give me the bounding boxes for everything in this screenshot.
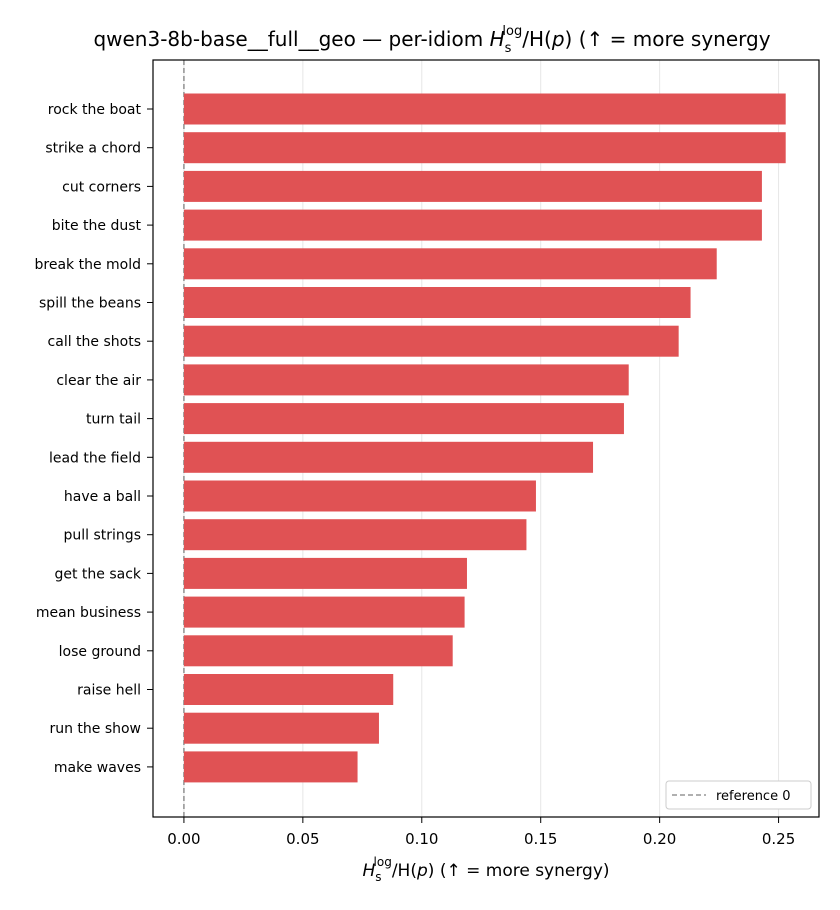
plot-frame [152, 59, 820, 818]
bar [183, 403, 624, 435]
y-tick-label: spill the beans [39, 296, 141, 312]
bar [183, 132, 786, 164]
y-tick-label: make waves [54, 760, 141, 776]
y-tick-label: call the shots [48, 334, 141, 350]
bar-layer [183, 93, 786, 783]
bar [183, 519, 527, 551]
legend-box [665, 780, 812, 810]
x-tick-label: 0.10 [405, 830, 438, 848]
bar [183, 209, 762, 241]
y-tick-label: clear the air [56, 373, 141, 389]
y-tick-label: lose ground [59, 644, 141, 660]
bar [183, 170, 762, 202]
bar [183, 364, 629, 396]
bar [183, 712, 379, 744]
x-axis-ticks: 0.00 0.05 0.10 0.15 0.20 0.25 [167, 817, 795, 848]
y-tick-label: break the mold [35, 257, 142, 273]
bar [183, 557, 467, 589]
bar [183, 596, 465, 628]
legend-reference-label: reference 0 [716, 789, 790, 804]
y-tick-label: cut corners [62, 179, 141, 195]
bar [183, 635, 453, 667]
x-tick-label: 0.25 [762, 830, 795, 848]
y-tick-label: rock the boat [48, 102, 142, 118]
y-tick-label: have a ball [64, 489, 141, 505]
y-tick-label: raise hell [77, 683, 141, 699]
y-tick-label: run the show [49, 721, 141, 737]
y-tick-label: get the sack [54, 566, 141, 582]
chart-title: qwen3-8b-base__full__geo — per-idiom Hsl… [93, 24, 770, 56]
y-tick-label: lead the field [49, 450, 141, 466]
y-tick-label: pull strings [64, 528, 141, 544]
bar [183, 248, 717, 280]
bar [183, 480, 536, 512]
y-tick-label: mean business [36, 605, 141, 621]
bar [183, 325, 679, 357]
x-tick-label: 0.00 [167, 830, 200, 848]
bar [183, 287, 691, 318]
x-axis-label: Hslog/H(p) (↑ = more synergy) [362, 855, 609, 884]
y-axis-ticks: rock the boat strike a chord cut corners bi… [35, 102, 153, 776]
x-tick-label: 0.05 [286, 830, 319, 848]
y-tick-label: bite the dust [52, 218, 142, 234]
x-tick-label: 0.20 [643, 830, 676, 848]
bar [183, 441, 594, 473]
bar [183, 751, 358, 783]
legend: reference 0 [665, 780, 812, 810]
y-tick-label: turn tail [86, 412, 141, 428]
y-tick-label: strike a chord [45, 141, 141, 157]
bar [183, 93, 786, 125]
x-tick-label: 0.15 [524, 830, 557, 848]
bar [183, 674, 394, 705]
